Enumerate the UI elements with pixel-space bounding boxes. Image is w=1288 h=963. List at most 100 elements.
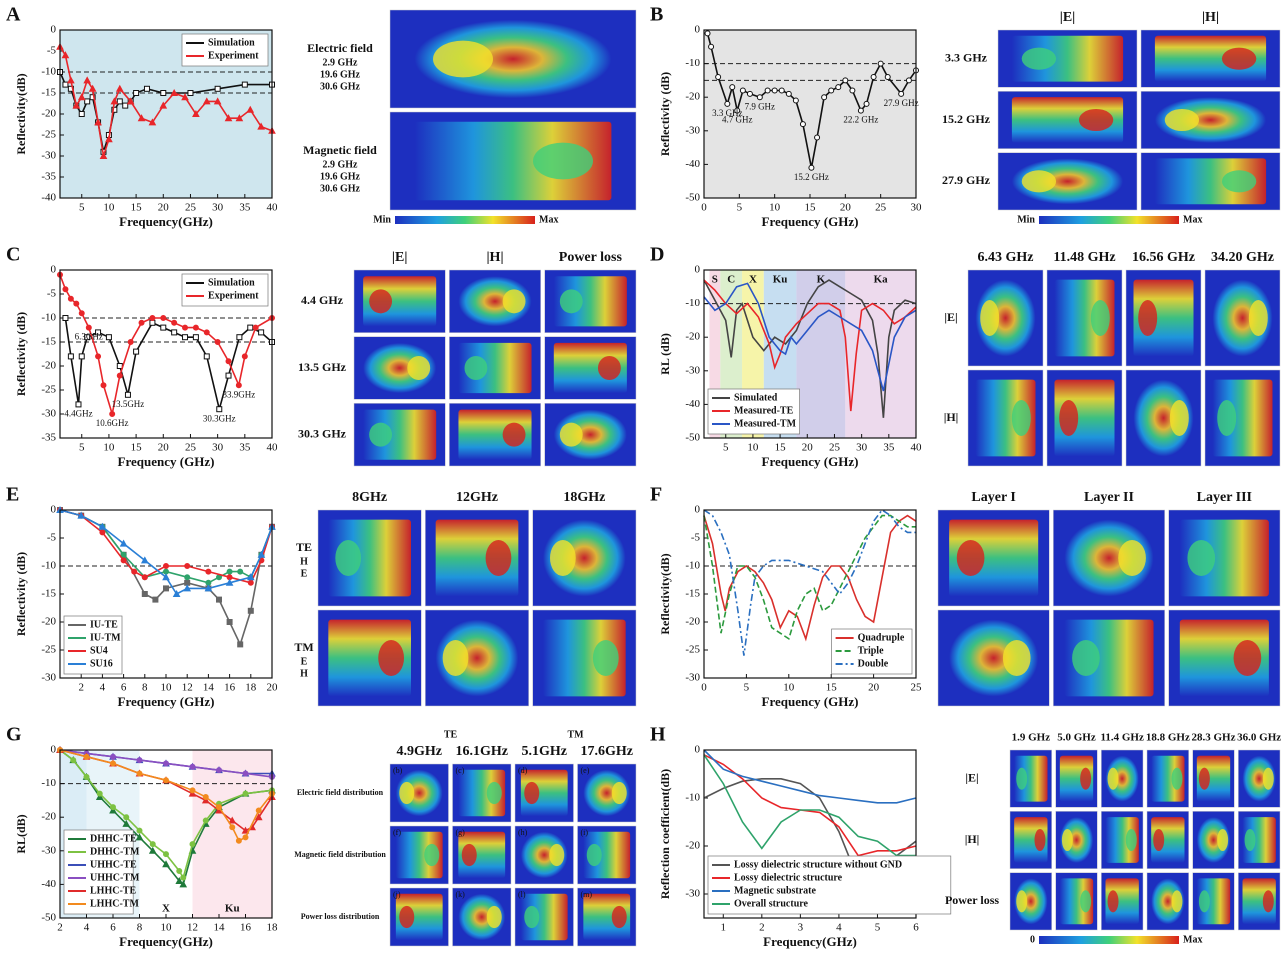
column-header: |H| bbox=[486, 250, 503, 265]
y-tick-label: 0 bbox=[51, 264, 57, 276]
legend-label: Simulation bbox=[208, 37, 255, 48]
marker bbox=[786, 91, 791, 96]
y-tick-label: -10 bbox=[685, 792, 700, 804]
legend-label: UHHC-TE bbox=[90, 859, 137, 870]
marker bbox=[779, 88, 784, 93]
field-map-hotspot bbox=[1012, 400, 1031, 436]
x-axis-label: Frequency (GHz) bbox=[118, 694, 215, 709]
marker bbox=[230, 825, 235, 830]
marker bbox=[84, 774, 89, 779]
y-tick-label: -20 bbox=[41, 360, 56, 372]
cell-label: (j) bbox=[393, 890, 401, 899]
marker bbox=[885, 75, 890, 80]
x-tick-label: 10 bbox=[769, 202, 781, 214]
legend-label: Simulated bbox=[734, 392, 778, 403]
x-tick-label: 15 bbox=[826, 682, 838, 694]
row-note: E bbox=[301, 568, 308, 579]
row-note: 2.9 GHz bbox=[323, 159, 359, 170]
row-label: Magnetic field bbox=[303, 143, 377, 157]
marker bbox=[850, 88, 855, 93]
annotation: 33.9GHz bbox=[222, 389, 255, 399]
band-label: X bbox=[162, 903, 170, 915]
legend-label: Quadruple bbox=[858, 632, 905, 643]
field-map-hotspot bbox=[503, 289, 526, 313]
y-tick-label: -40 bbox=[685, 398, 700, 410]
column-header: |H| bbox=[1202, 10, 1219, 25]
cell-label: (l) bbox=[518, 890, 526, 899]
y-tick-label: -50 bbox=[685, 192, 700, 204]
marker bbox=[705, 31, 710, 36]
y-tick-label: -15 bbox=[685, 588, 700, 600]
annotation: 30.3GHz bbox=[203, 413, 236, 423]
annotation: 4.4GHz bbox=[64, 408, 92, 418]
field-map-hotspot bbox=[1165, 109, 1199, 131]
marker bbox=[63, 82, 68, 87]
legend-label: Experiment bbox=[208, 290, 259, 301]
marker bbox=[858, 108, 863, 113]
column-header: 5.0 GHz bbox=[1057, 732, 1096, 744]
x-tick-label: 15 bbox=[131, 202, 143, 214]
field-map-hotspot bbox=[443, 640, 469, 676]
marker bbox=[134, 91, 139, 96]
marker bbox=[716, 75, 721, 80]
x-tick-label: 40 bbox=[911, 442, 923, 454]
y-tick-label: -10 bbox=[685, 297, 700, 309]
legend-label: LHHC-TM bbox=[90, 898, 139, 909]
band-label: Ka bbox=[874, 274, 889, 286]
x-axis-label: Frequency (GHz) bbox=[762, 214, 859, 229]
marker bbox=[100, 530, 105, 535]
row-label: |E| bbox=[944, 310, 957, 324]
y-tick-label: -40 bbox=[41, 878, 56, 890]
panel-label: G bbox=[6, 724, 22, 746]
marker bbox=[121, 558, 126, 563]
column-header: Power loss bbox=[559, 250, 623, 265]
y-tick-label: -20 bbox=[41, 811, 56, 823]
annotation: 15.2 GHz bbox=[794, 172, 829, 182]
marker bbox=[248, 608, 253, 613]
marker bbox=[181, 875, 186, 880]
marker bbox=[137, 771, 142, 776]
x-tick-label: 20 bbox=[802, 442, 814, 454]
marker bbox=[809, 165, 814, 170]
x-tick-label: 20 bbox=[158, 442, 170, 454]
marker bbox=[79, 354, 84, 359]
x-tick-label: 5 bbox=[79, 202, 85, 214]
marker bbox=[248, 325, 253, 330]
cell-label: (b) bbox=[393, 766, 403, 775]
field-map-hotspot bbox=[462, 844, 477, 866]
x-axis-label: Frequency (GHz) bbox=[118, 454, 215, 469]
row-label: Magnetic field distribution bbox=[294, 850, 386, 859]
marker bbox=[243, 771, 248, 776]
x-tick-label: 12 bbox=[187, 922, 198, 934]
row-note: 30.6 GHz bbox=[320, 183, 361, 194]
marker bbox=[204, 330, 209, 335]
marker bbox=[128, 340, 133, 345]
row-label: 15.2 GHz bbox=[942, 112, 991, 126]
y-axis-label: Reflectivity(dB) bbox=[14, 73, 28, 154]
x-tick-label: 8 bbox=[142, 682, 148, 694]
x-tick-label: 5 bbox=[79, 442, 85, 454]
panel-label: A bbox=[6, 4, 21, 26]
marker bbox=[96, 354, 101, 359]
field-map-hotspot bbox=[533, 143, 593, 180]
y-tick-label: -30 bbox=[41, 150, 56, 162]
band-label: C bbox=[727, 274, 735, 286]
field-map-hotspot bbox=[1034, 829, 1045, 851]
band bbox=[796, 270, 845, 438]
x-tick-label: 20 bbox=[158, 202, 170, 214]
marker bbox=[829, 88, 834, 93]
x-tick-label: 16 bbox=[240, 922, 252, 934]
field-map-hotspot bbox=[1108, 890, 1119, 912]
x-tick-label: 25 bbox=[875, 202, 887, 214]
marker bbox=[97, 791, 102, 796]
legend-label: LHHC-TE bbox=[90, 885, 136, 896]
field-map-hotspot bbox=[587, 844, 602, 866]
marker bbox=[111, 761, 116, 766]
legend-label: Simulation bbox=[208, 277, 255, 288]
y-axis-label: Reflectivity(dB) bbox=[658, 553, 672, 634]
x-axis-label: Frequency (GHz) bbox=[762, 454, 859, 469]
field-map-hotspot bbox=[1170, 400, 1189, 436]
marker bbox=[123, 103, 128, 108]
cell-label: (d) bbox=[518, 766, 528, 775]
field-map-hotspot bbox=[1217, 400, 1236, 436]
